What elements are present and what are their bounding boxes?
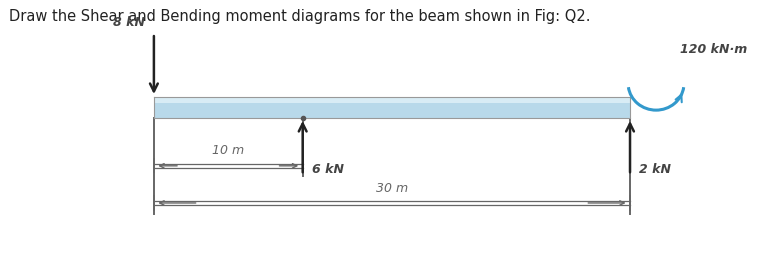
Text: 8 kN: 8 kN	[113, 16, 145, 29]
Bar	[154, 97, 630, 103]
Text: 10 m: 10 m	[213, 144, 245, 157]
Text: 30 m: 30 m	[376, 182, 408, 195]
Text: 120 kN·m: 120 kN·m	[680, 43, 747, 56]
Text: Draw the Shear and Bending moment diagrams for the beam shown in Fig: Q2.: Draw the Shear and Bending moment diagra…	[9, 9, 591, 24]
Bar	[154, 97, 630, 118]
Text: 2 kN: 2 kN	[639, 163, 671, 176]
Text: 6 kN: 6 kN	[312, 163, 344, 176]
